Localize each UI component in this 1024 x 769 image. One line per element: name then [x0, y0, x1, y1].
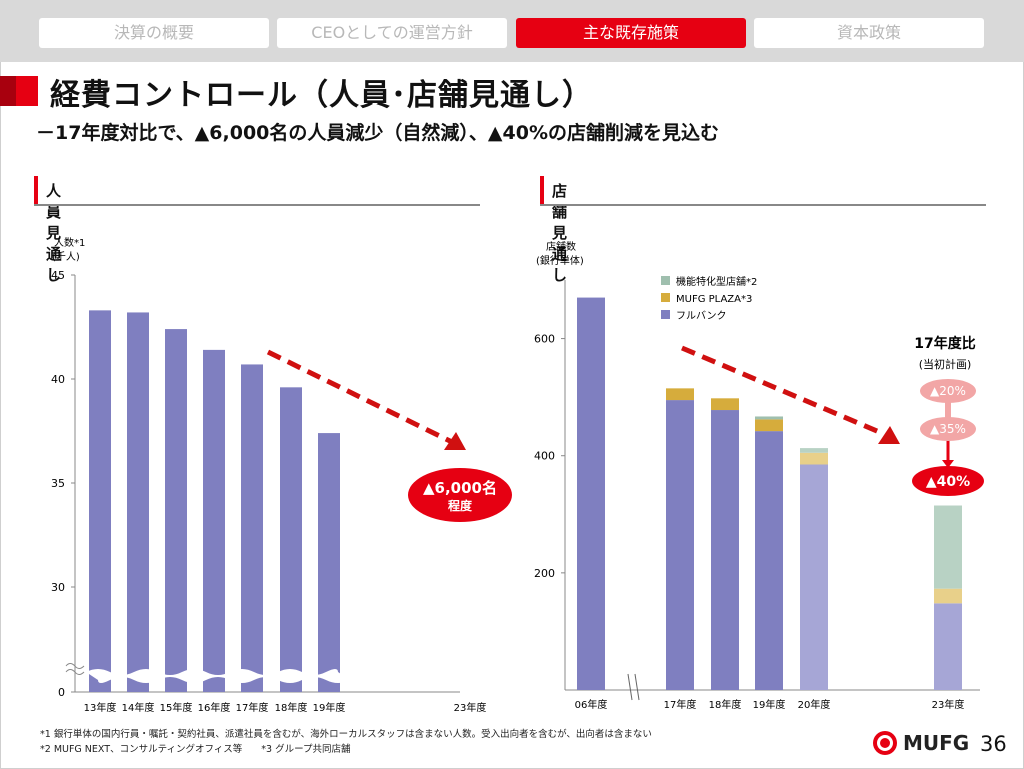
step-20-label: ▲20% — [930, 384, 966, 398]
page-subtitle: －17年度対比で、▲6,000名の人員減少（自然減）、▲40%の店舗削減を見込む — [36, 122, 719, 144]
bar-20年度-plaza — [800, 452, 828, 465]
x-tick-label: 20年度 — [798, 698, 831, 711]
tab-ceo-policy[interactable]: CEOとしての運営方針 — [277, 18, 507, 48]
bar-15年度 — [165, 329, 187, 692]
y-tick-label: 30 — [51, 581, 65, 594]
y-tick-label: 40 — [51, 373, 65, 386]
bar-18年度-plaza — [711, 398, 739, 411]
y-tick-label: 0 — [58, 686, 65, 699]
bar-18年度 — [280, 387, 302, 692]
title-accent-dark — [0, 76, 16, 106]
callout-subtitle: (当初計画) — [919, 357, 972, 371]
footnote-1: *1 銀行単体の国内行員・嘱託・契約社員、派遣社員を含むが、海外ローカルスタッフ… — [40, 729, 652, 740]
y-tick-label: 45 — [51, 269, 65, 282]
page-title: 経費コントロール（人員･店舗見通し） — [50, 78, 593, 113]
axis-break-mark — [65, 669, 85, 675]
section-label-staff: 人員見通し — [46, 182, 62, 284]
bar-19年度-plaza — [755, 419, 783, 432]
y-tick-label: 200 — [534, 567, 555, 580]
bar-23年度-plaza — [934, 588, 962, 604]
trend-arrow-line — [681, 345, 885, 437]
bar-20年度-special — [800, 448, 828, 453]
step-35-label: ▲35% — [930, 422, 966, 436]
break-band — [86, 669, 350, 683]
step-35 — [920, 417, 976, 441]
callout-6000-sub: 程度 — [448, 498, 473, 513]
tab-overview[interactable]: 決算の概要 — [39, 18, 269, 48]
bar-06年度-full — [577, 297, 605, 690]
legend-swatch — [661, 310, 670, 319]
x-tick-label: 15年度 — [160, 701, 193, 714]
bar-19年度 — [318, 433, 340, 692]
mufg-logo: MUFG — [873, 731, 969, 755]
step-40 — [912, 466, 984, 496]
x-axis-break — [627, 673, 633, 701]
page-number: 36 — [980, 732, 1007, 756]
x-tick-label: 23年度 — [932, 698, 965, 711]
bar-13年度 — [89, 310, 111, 692]
bar-20年度-full — [800, 464, 828, 690]
bar-23年度-full — [934, 603, 962, 690]
y-axis-label-line2: (銀行単体) — [536, 254, 584, 267]
step-arrow-head — [942, 460, 954, 468]
legend-swatch — [661, 293, 670, 302]
trend-arrow-head — [444, 432, 466, 450]
bar-17年度-full — [666, 400, 694, 690]
x-tick-label: 13年度 — [84, 701, 117, 714]
x-tick-label: 19年度 — [753, 698, 786, 711]
footnote-2: *2 MUFG NEXT、コンサルティングオフィス等 *3 グループ共同店舗 — [40, 744, 351, 755]
bar-18年度-full — [711, 410, 739, 690]
x-tick-label: 19年度 — [313, 701, 346, 714]
x-tick-label: 18年度 — [275, 701, 308, 714]
bar-19年度-special — [755, 416, 783, 420]
x-axis-break — [634, 673, 640, 701]
bar-14年度 — [127, 312, 149, 692]
staff-chart: 人数*1 (千人) 0 30 35 40 45 13年度 14年度 15年度 16年度 17年度 18年… — [51, 236, 512, 714]
x-tick-label: 18年度 — [709, 698, 742, 711]
legend-label: 機能特化型店舗*2 — [676, 275, 757, 288]
step-20 — [920, 379, 976, 403]
bar-19年度-full — [755, 431, 783, 690]
legend-label: フルバンク — [676, 310, 727, 322]
logo-text: MUFG — [903, 731, 969, 755]
nav-bar: 決算の概要 CEOとしての運営方針 主な既存施策 資本政策 — [0, 0, 1024, 62]
x-tick-label: 14年度 — [122, 701, 155, 714]
legend-label: MUFG PLAZA*3 — [676, 294, 752, 305]
y-axis-label-line1: 人数*1 — [54, 236, 85, 249]
bar-17年度-plaza — [666, 388, 694, 401]
y-tick-label: 600 — [534, 333, 555, 346]
legend-swatch — [661, 276, 670, 285]
callout-6000 — [408, 468, 512, 522]
trend-arrow-head — [878, 426, 900, 444]
x-tick-label: 17年度 — [664, 698, 697, 711]
step-40-label: ▲40% — [926, 474, 970, 490]
callout-6000-text: ▲6,000名 — [423, 479, 497, 497]
x-tick-label: 16年度 — [198, 701, 231, 714]
y-tick-label: 35 — [51, 477, 65, 490]
bar-16年度 — [203, 349, 225, 692]
trend-arrow-line — [266, 349, 454, 445]
callout-title: 17年度比 — [914, 335, 975, 352]
branch-chart: 店舗数(銀行単体) 200 400 600 機能特化型店舗*2 MUFG PLAZA*3 フ… — [534, 240, 984, 711]
bar-23年度-special — [934, 505, 962, 589]
x-tick-label: 06年度 — [575, 698, 608, 711]
section-label-branches: 店舗見通し — [552, 182, 568, 284]
tab-capital-policy[interactable]: 資本政策 — [754, 18, 984, 48]
y-tick-label: 400 — [534, 450, 555, 463]
y-axis-label-line2: (千人) — [52, 251, 80, 263]
x-tick-label: 23年度 — [454, 701, 487, 714]
y-axis-label-line1: 店舗数 — [546, 240, 576, 253]
x-tick-label: 17年度 — [236, 701, 269, 714]
bar-17年度 — [241, 364, 263, 692]
axis-break-mark — [65, 663, 85, 669]
tab-existing-measures[interactable]: 主な既存施策 — [516, 18, 746, 48]
